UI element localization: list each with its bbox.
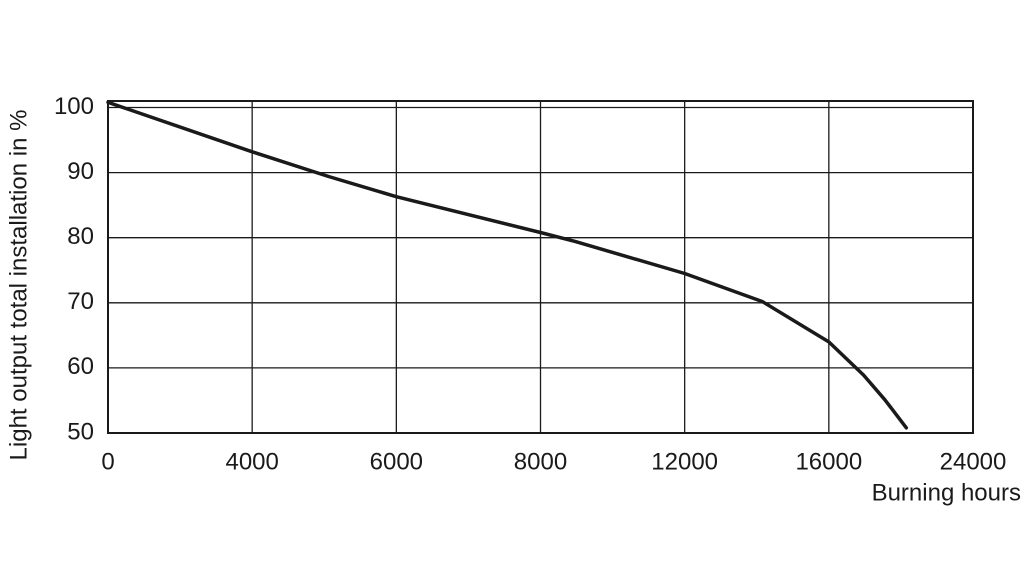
y-tick-label: 100 (54, 93, 94, 120)
y-tick-label: 50 (67, 418, 94, 445)
x-tick-label: 0 (101, 448, 114, 475)
x-tick-label: 8000 (514, 448, 567, 475)
x-tick-label: 12000 (651, 448, 718, 475)
y-tick-label: 70 (67, 288, 94, 315)
x-tick-label: 6000 (370, 448, 423, 475)
x-tick-label: 24000 (940, 448, 1007, 475)
x-axis-title: Burning hours (872, 479, 1021, 506)
y-axis-title: Light output total installation in % (5, 110, 32, 461)
data-line (106, 100, 909, 430)
y-tick-label: 60 (67, 353, 94, 380)
x-tick-label: 4000 (225, 448, 278, 475)
y-tick-label: 80 (67, 223, 94, 250)
y-tick-label: 90 (67, 158, 94, 185)
x-tick-label: 16000 (795, 448, 862, 475)
